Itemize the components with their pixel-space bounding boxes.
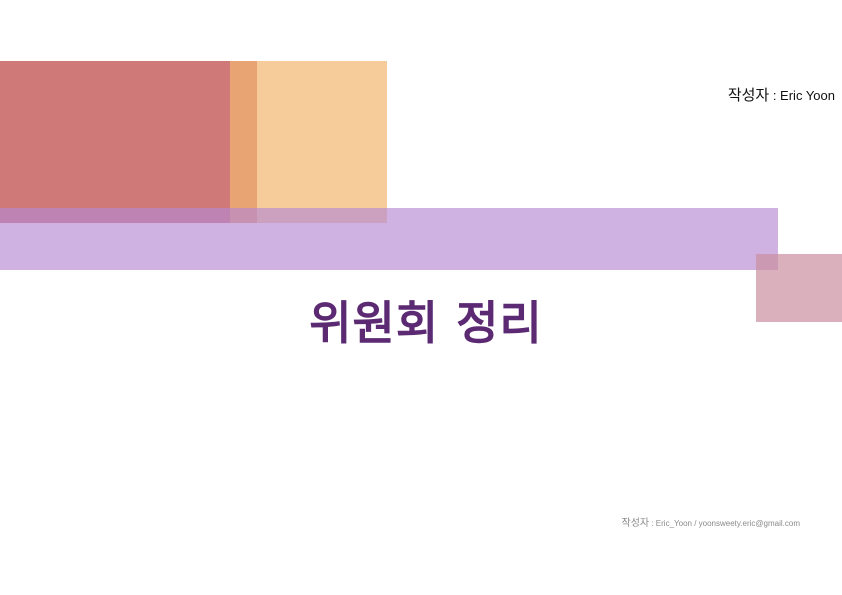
decor-lavender-band xyxy=(0,208,778,270)
footer-credit: 작성자 : Eric_Yoon / yoonsweety.eric@gmail.… xyxy=(622,514,800,529)
page-title: 위원회 정리 xyxy=(309,296,543,350)
footer-author-info: : Eric_Yoon / yoonsweety.eric@gmail.com xyxy=(649,519,800,528)
footer-author-label: 작성자 xyxy=(621,518,650,529)
author-label: 작성자 xyxy=(727,86,770,104)
author-name: : Eric Yoon xyxy=(769,88,835,103)
decor-mauve-square xyxy=(756,254,842,322)
decor-peach-block xyxy=(230,61,387,223)
author-credit: 작성자 : Eric Yoon xyxy=(728,84,835,105)
decor-red-block xyxy=(0,61,257,223)
